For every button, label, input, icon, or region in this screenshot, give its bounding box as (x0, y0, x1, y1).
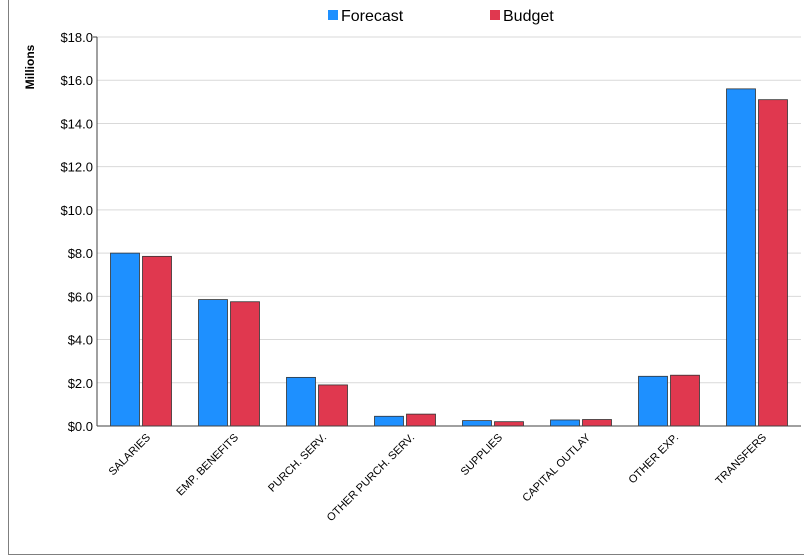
y-tick-label: $16.0 (60, 73, 93, 88)
bar-budget (230, 301, 260, 427)
y-tick-label: $2.0 (68, 376, 93, 391)
bar-budget (670, 374, 700, 427)
y-tick-label: $18.0 (60, 30, 93, 45)
y-tick-label: $0.0 (68, 419, 93, 434)
bars (110, 88, 788, 427)
y-tick-label: $6.0 (68, 289, 93, 304)
x-tick-label: SUPPLIES (459, 432, 506, 479)
y-axis-label: Millions (23, 44, 37, 89)
axes (93, 36, 801, 427)
x-tick-label: EMP. BENEFITS (174, 432, 241, 499)
bar-budget (142, 255, 172, 427)
x-tick-labels: SALARIES EMP. BENEFITS PURCH. SERV.OTHER P… (107, 431, 770, 524)
bar-budget (494, 421, 524, 427)
legend-label: Budget (503, 8, 554, 25)
bar-forecast (638, 375, 668, 427)
bar-budget (582, 419, 612, 427)
x-tick-label: PURCH. SERV. (266, 432, 329, 495)
legend-item-forecast: Forecast (328, 8, 404, 25)
bar-budget (318, 384, 348, 427)
bar-forecast (462, 420, 492, 427)
x-tick-label: SALARIES (107, 432, 154, 479)
y-tick-labels: $0.0 $2.0 $4.0 $6.0 $8.0 $10.0 $12.0 $14.0 $16.0… (60, 30, 93, 434)
grid-lines (97, 36, 801, 384)
legend-swatch (328, 10, 338, 20)
x-tick-label: TRANSFERS (714, 432, 770, 488)
bar-forecast (374, 415, 404, 427)
y-tick-label: $12.0 (60, 160, 93, 175)
y-tick-label: $10.0 (60, 203, 93, 218)
bar-forecast (286, 376, 316, 427)
bar-forecast (110, 252, 140, 427)
legend-label: Forecast (341, 8, 404, 25)
legend-item-budget: Budget (490, 8, 554, 25)
legend: Forecast Budget (328, 8, 554, 25)
y-tick-label: $8.0 (68, 246, 93, 261)
bar-forecast (198, 299, 228, 427)
bar-budget (406, 413, 436, 427)
bar-forecast (550, 419, 580, 427)
x-tick-label: OTHER EXP. (627, 432, 682, 487)
legend-swatch (490, 10, 500, 20)
bar-forecast (726, 88, 756, 427)
y-tick-label: $4.0 (68, 333, 93, 348)
y-tick-label: $14.0 (60, 116, 93, 131)
x-tick-label: CAPITAL OUTLAY (520, 431, 593, 504)
x-tick-label: OTHER PURCH. SERV. (325, 432, 417, 524)
bar-budget (758, 99, 788, 427)
chart-frame (8, 0, 804, 555)
